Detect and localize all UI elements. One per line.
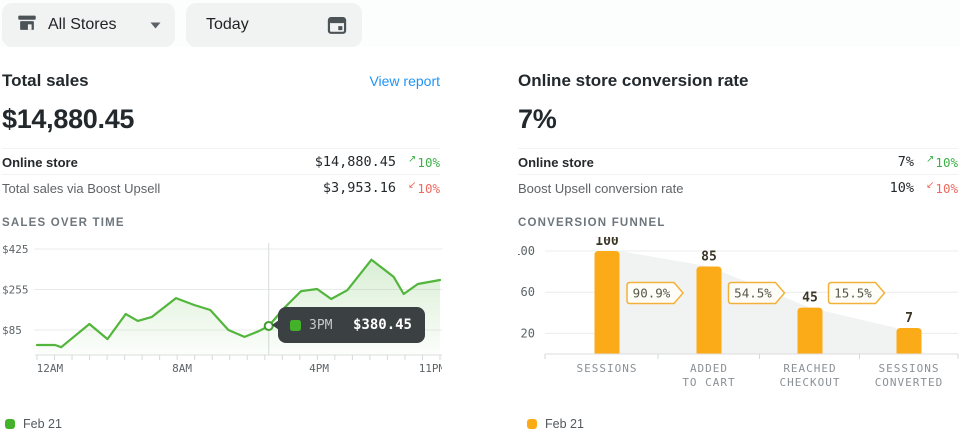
- svg-text:SESSIONS: SESSIONS: [879, 362, 940, 375]
- svg-text:7: 7: [905, 311, 913, 326]
- trend-up-icon: ↗: [926, 153, 935, 165]
- svg-text:REACHED: REACHED: [783, 362, 836, 375]
- row-label: Online store: [518, 154, 594, 170]
- conversion-value: 7%: [518, 104, 557, 134]
- metric-row-online-store-rate: Online store 7% ↗ 10%: [518, 148, 958, 174]
- svg-text:4PM: 4PM: [309, 362, 329, 375]
- calendar-icon: [327, 17, 347, 34]
- store-selector-label: All Stores: [48, 16, 117, 33]
- sales-legend: Feb 21: [2, 417, 440, 431]
- svg-text:90.9%: 90.9%: [633, 286, 671, 301]
- delta-value: 10%: [935, 180, 958, 196]
- svg-text:15.5%: 15.5%: [834, 286, 872, 301]
- delta-value: 10%: [417, 180, 440, 196]
- funnel-bar[interactable]: [594, 251, 620, 354]
- trend-delta: ↙ 10%: [914, 179, 958, 196]
- svg-text:ADDED: ADDED: [690, 362, 728, 375]
- trend-delta: ↗ 10%: [914, 153, 958, 170]
- sales-line: [35, 258, 442, 349]
- svg-text:60: 60: [521, 285, 535, 299]
- row-label: Boost Upsell conversion rate: [518, 180, 684, 196]
- row-label: Total sales via Boost Upsell: [2, 180, 161, 196]
- svg-text:11PM: 11PM: [419, 362, 442, 375]
- tooltip-time: 3PM: [309, 317, 333, 333]
- conversion-funnel-heading: CONVERSION FUNNEL: [518, 217, 666, 229]
- drop-rate-badge: [827, 281, 886, 305]
- view-report-link[interactable]: View report: [369, 73, 440, 89]
- total-sales-value: $14,880.45: [2, 104, 135, 134]
- toolbar: All Stores Today: [0, 0, 960, 47]
- svg-text:20: 20: [521, 326, 535, 340]
- svg-text:85: 85: [701, 249, 717, 264]
- chart-tooltip: 3PM $380.45: [272, 307, 425, 343]
- metric-row-boost-upsell: Total sales via Boost Upsell $3,953.16 ↙…: [2, 174, 440, 200]
- delta-value: 10%: [417, 154, 440, 170]
- svg-text:$255: $255: [2, 284, 29, 297]
- legend-chip-orange: [527, 419, 537, 429]
- legend-label: Feb 21: [545, 417, 584, 431]
- conversion-funnel-chart[interactable]: 100 60 20 100 85 45 7 90.9% 54.5% 15.5% SESSIONS AD…: [513, 234, 959, 407]
- legend-label: Feb 21: [23, 417, 62, 431]
- date-selector-button[interactable]: Today: [186, 3, 362, 47]
- funnel-bar[interactable]: [896, 328, 922, 354]
- funnel-bar[interactable]: [696, 266, 722, 354]
- svg-text:$425: $425: [2, 243, 29, 256]
- conversion-rate-panel: Online store conversion rate 7% Online s…: [513, 71, 959, 431]
- trend-up-icon: ↗: [408, 153, 417, 165]
- svg-text:SESSIONS: SESSIONS: [577, 362, 638, 375]
- sales-over-time-chart[interactable]: $425 $255 $85 12AM 8AM 4PM 11PM 3PM $380.45: [2, 237, 446, 407]
- row-label: Online store: [2, 154, 78, 170]
- delta-value: 10%: [935, 154, 958, 170]
- total-sales-panel: Total sales View report $14,880.45 Onlin…: [2, 71, 446, 431]
- row-value: 10%: [889, 180, 914, 196]
- svg-text:TO CART: TO CART: [682, 376, 735, 389]
- conversion-title: Online store conversion rate: [518, 71, 749, 90]
- trend-delta: ↗ 10%: [396, 153, 440, 170]
- row-value: $14,880.45: [314, 154, 396, 170]
- svg-text:12AM: 12AM: [37, 362, 64, 375]
- svg-text:45: 45: [802, 291, 818, 306]
- funnel-svg: 100 60 20 100 85 45 7 90.9% 54.5% 15.5% SESSIONS AD…: [513, 234, 959, 389]
- chevron-down-icon: [150, 16, 161, 34]
- svg-text:8AM: 8AM: [172, 362, 192, 375]
- trend-delta: ↙ 10%: [396, 179, 440, 196]
- trend-down-icon: ↙: [926, 179, 935, 191]
- trend-down-icon: ↙: [408, 179, 417, 191]
- svg-text:CHECKOUT: CHECKOUT: [780, 376, 841, 389]
- funnel-legend: Feb 21: [518, 417, 958, 431]
- total-sales-title: Total sales: [2, 71, 89, 90]
- tooltip-series-chip: [290, 319, 301, 331]
- tooltip-value: $380.45: [352, 317, 412, 333]
- metric-row-online-store: Online store $14,880.45 ↗ 10%: [2, 148, 440, 174]
- store-selector-button[interactable]: All Stores: [2, 3, 175, 47]
- svg-text:100: 100: [518, 244, 535, 258]
- svg-text:100: 100: [595, 237, 619, 249]
- row-value: $3,953.16: [322, 180, 396, 196]
- row-value: 7%: [897, 154, 914, 170]
- metric-row-boost-upsell-rate: Boost Upsell conversion rate 10% ↙ 10%: [518, 174, 958, 200]
- drop-rate-badge: [727, 281, 786, 305]
- drop-rate-badge: [626, 281, 684, 305]
- funnel-bar[interactable]: [797, 307, 823, 354]
- svg-text:$85: $85: [2, 324, 22, 337]
- svg-text:CONVERTED: CONVERTED: [875, 376, 944, 389]
- store-icon: [16, 12, 38, 39]
- legend-chip-green: [5, 419, 15, 429]
- date-selector-label: Today: [206, 16, 249, 33]
- sales-over-time-heading: SALES OVER TIME: [2, 217, 125, 229]
- svg-text:54.5%: 54.5%: [734, 286, 772, 301]
